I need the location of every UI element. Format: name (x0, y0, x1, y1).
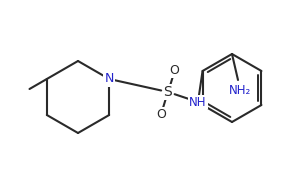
Text: O: O (169, 64, 179, 76)
Text: S: S (164, 85, 172, 99)
Text: NH₂: NH₂ (229, 83, 251, 96)
Text: O: O (156, 107, 166, 121)
Text: N: N (105, 72, 114, 86)
Text: NH: NH (189, 96, 207, 108)
